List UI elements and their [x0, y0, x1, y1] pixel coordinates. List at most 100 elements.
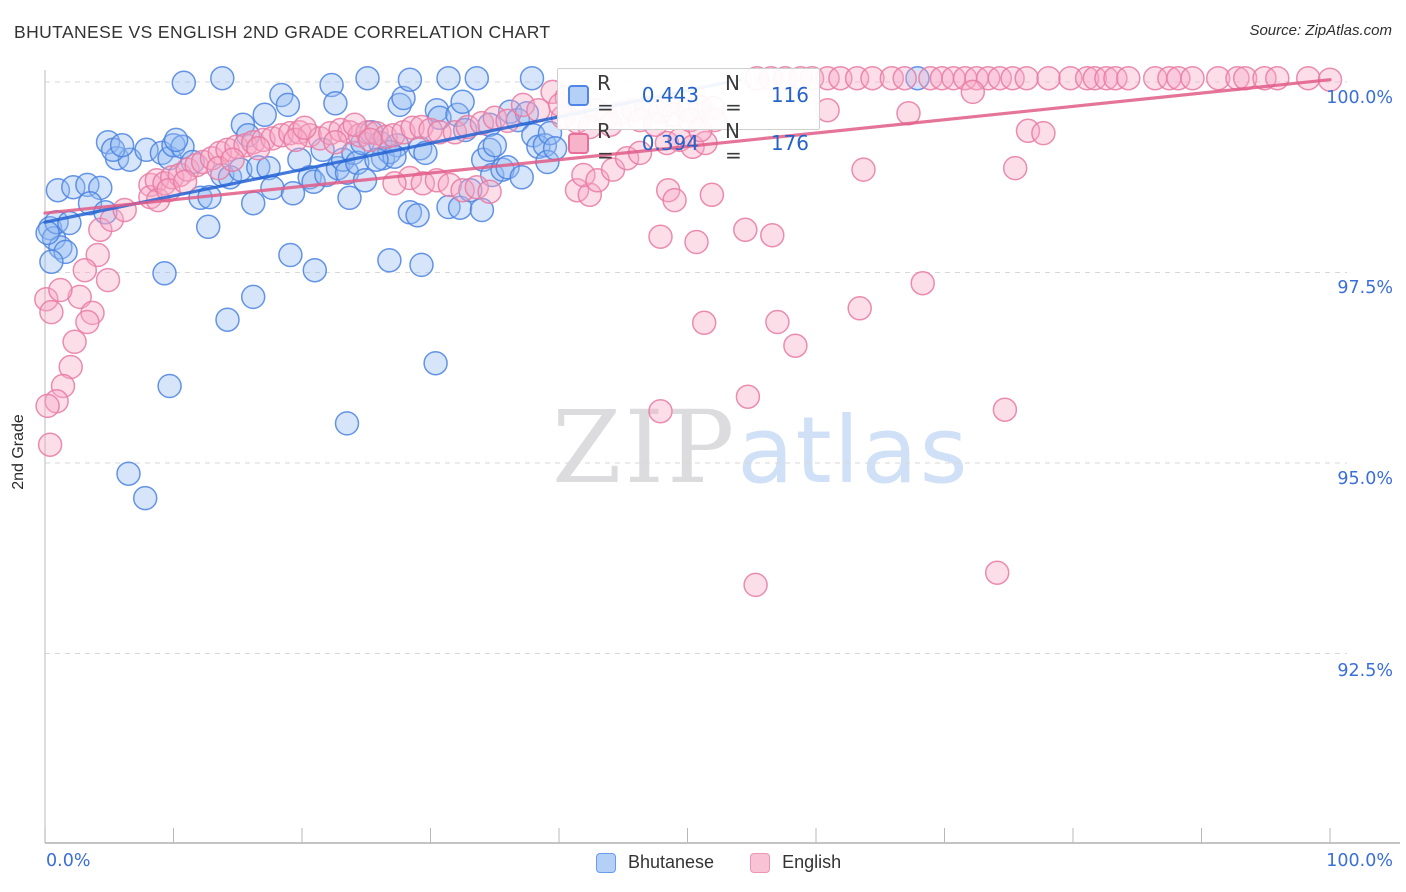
- scatter-point-english: [397, 165, 423, 191]
- english-legend-swatch-icon: [750, 852, 771, 873]
- scatter-point-english: [910, 270, 935, 296]
- scatter-point-english: [879, 65, 905, 91]
- scatter-point-bhutanese: [509, 165, 534, 190]
- scatter-point-bhutanese: [157, 373, 182, 399]
- scatter-point-bhutanese: [450, 89, 475, 115]
- scatter-point-english: [418, 117, 443, 143]
- scatter-point-english: [691, 310, 717, 336]
- scatter-point-bhutanese: [252, 102, 277, 128]
- scatter-point-english: [75, 309, 100, 335]
- scatter-point-bhutanese: [152, 261, 177, 286]
- scatter-point-english: [1180, 65, 1205, 91]
- x-tick-0: 0.0%: [46, 851, 91, 871]
- scatter-point-english: [1252, 65, 1277, 91]
- scatter-point-bhutanese: [278, 242, 303, 268]
- scatter-point-bhutanese: [409, 252, 434, 278]
- scatter-point-english: [960, 79, 986, 105]
- scatter-point-bhutanese: [464, 65, 490, 91]
- scatter-point-bhutanese: [458, 177, 483, 203]
- scatter-point-english: [987, 65, 1013, 91]
- scatter-point-english: [892, 65, 917, 91]
- scatter-point-english: [1205, 65, 1231, 91]
- n-value: 116: [770, 83, 809, 107]
- r-label: R =: [597, 119, 614, 167]
- scatter-point-bhutanese: [109, 132, 135, 158]
- y-tick-100: 100.0%: [1326, 88, 1393, 108]
- scatter-point-bhutanese: [275, 92, 301, 118]
- scatter-point-english: [48, 277, 73, 303]
- scatter-point-english: [373, 124, 398, 150]
- legend-row-english: R = 0.394 N = 176: [568, 119, 809, 167]
- scatter-point-english: [577, 182, 603, 208]
- scatter-point-bhutanese: [215, 307, 240, 332]
- scatter-point-english: [1058, 65, 1083, 91]
- legend-row-bhutanese: R = 0.443 N = 116: [568, 71, 809, 119]
- scatter-point-english: [699, 182, 725, 208]
- scatter-point-english: [1014, 65, 1039, 91]
- scatter-point-english: [765, 309, 790, 335]
- series-legend: Bhutanese English: [596, 852, 841, 873]
- scatter-point-bhutanese: [905, 65, 930, 91]
- scatter-point-bhutanese: [210, 65, 235, 91]
- page-title: BHUTANESE VS ENGLISH 2ND GRADE CORRELATI…: [14, 22, 551, 42]
- scatter-point-bhutanese: [397, 67, 423, 92]
- scatter-point-bhutanese: [302, 257, 328, 283]
- scatter-point-english: [477, 179, 502, 204]
- scatter-point-bhutanese: [301, 169, 326, 195]
- scatter-point-english: [1036, 65, 1061, 91]
- correlation-legend-box: R = 0.443 N = 116 R = 0.394 N = 176: [557, 68, 820, 167]
- scatter-point-bhutanese: [377, 248, 402, 273]
- bhutanese-swatch-icon: [568, 84, 589, 106]
- scatter-point-bhutanese: [134, 137, 159, 163]
- scatter-point-english: [1166, 65, 1191, 91]
- scatter-point-english: [1116, 65, 1141, 91]
- scatter-point-bhutanese: [39, 249, 64, 275]
- legend-label-bhutanese: Bhutanese: [628, 852, 715, 872]
- scatter-point-english: [1094, 65, 1119, 91]
- scatter-point-bhutanese: [537, 120, 563, 146]
- scatter-point-english: [50, 373, 76, 399]
- scatter-point-english: [220, 147, 245, 172]
- scatter-point-bhutanese: [240, 284, 266, 310]
- scatter-point-english: [323, 129, 348, 155]
- scatter-point-bhutanese: [171, 70, 197, 96]
- scatter-point-english: [292, 115, 317, 140]
- scatter-point-english: [95, 267, 121, 293]
- scatter-point-bhutanese: [542, 136, 568, 161]
- scatter-point-english: [112, 197, 137, 223]
- scatter-point-english: [783, 333, 808, 358]
- scatter-point-english: [684, 229, 709, 255]
- scatter-point-english: [571, 162, 596, 188]
- scatter-point-english: [860, 65, 885, 91]
- scatter-point-english: [662, 187, 687, 213]
- scatter-point-bhutanese: [35, 220, 60, 246]
- scatter-point-english: [464, 174, 490, 200]
- scatter-point-english: [735, 384, 761, 409]
- scatter-point-english: [357, 127, 383, 153]
- scatter-point-bhutanese: [405, 203, 430, 228]
- scatter-point-english: [851, 157, 876, 182]
- scatter-point-english: [648, 398, 673, 424]
- scatter-point-english: [206, 155, 231, 181]
- scatter-point-english: [62, 329, 87, 355]
- scatter-point-english: [984, 560, 1010, 585]
- r-value: 0.394: [641, 131, 700, 155]
- scatter-point-bhutanese: [355, 65, 380, 91]
- scatter-point-bhutanese: [319, 72, 344, 98]
- scatter-point-bhutanese: [240, 190, 266, 216]
- scatter-point-english: [72, 257, 98, 283]
- bhutanese-legend-swatch-icon: [596, 852, 616, 873]
- n-label: N =: [725, 119, 742, 167]
- trend-line-english: [43, 78, 1332, 215]
- scatter-point-english: [328, 117, 353, 143]
- scatter-point-bhutanese: [387, 92, 412, 118]
- scatter-point-english: [1031, 120, 1056, 146]
- scatter-point-english: [35, 393, 60, 419]
- legend-item-english: English: [750, 852, 841, 873]
- legend-item-bhutanese: Bhutanese: [596, 852, 714, 873]
- scatter-point-bhutanese: [391, 85, 416, 111]
- scatter-point-english: [564, 177, 590, 203]
- scatter-point-english: [34, 286, 59, 312]
- legend-label-english: English: [782, 852, 842, 872]
